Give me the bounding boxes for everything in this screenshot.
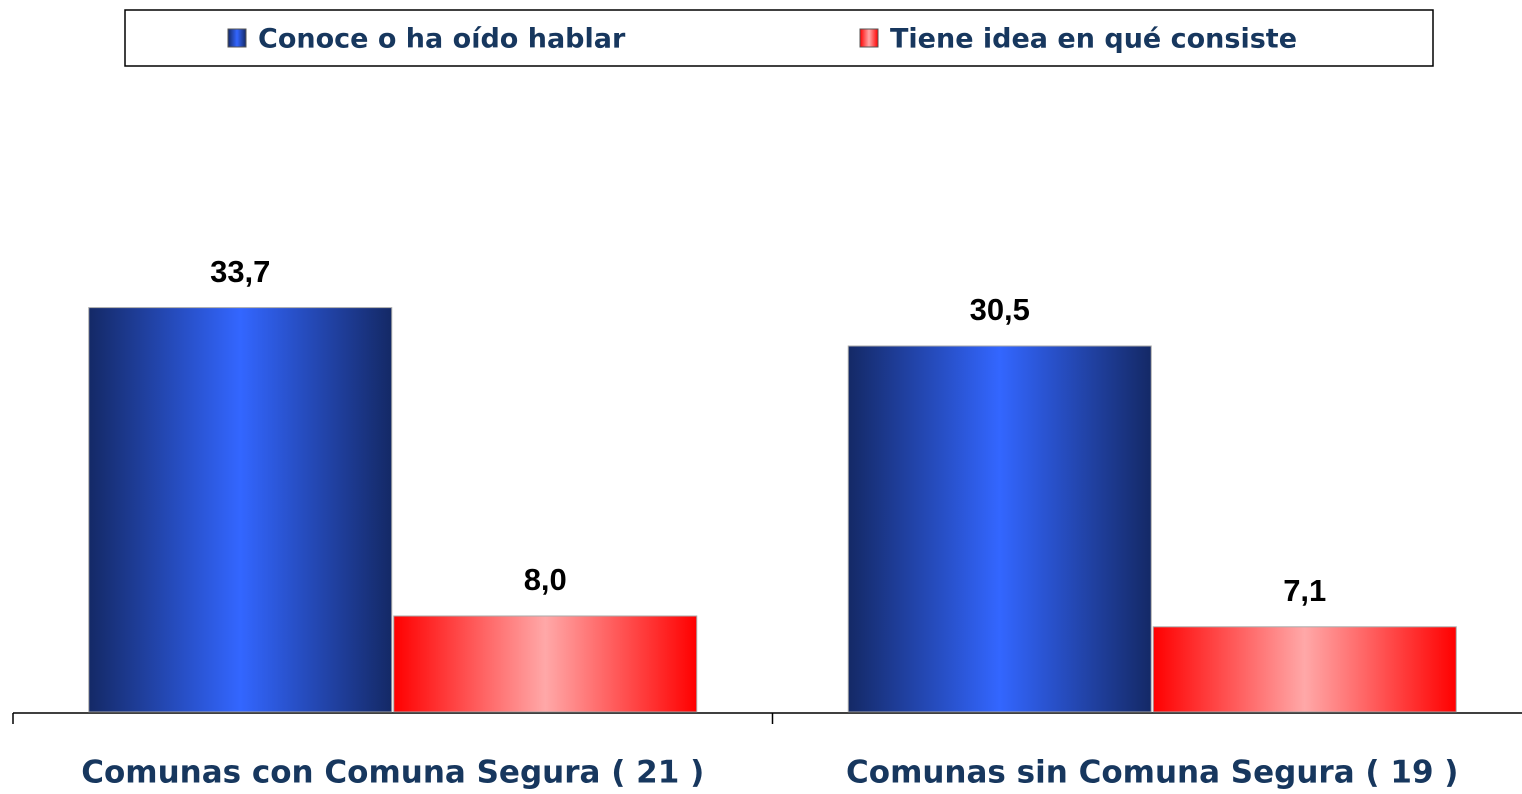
bar [393, 615, 698, 713]
x-tick-label: Comunas sin Comuna Segura ( 19 ) [846, 755, 1458, 791]
x-tick-label: Comunas con Comuna Segura ( 21 ) [81, 755, 704, 791]
value-label: 7,1 [1283, 573, 1326, 608]
bar [1152, 626, 1457, 713]
legend-label: Tiene idea en qué consiste [890, 24, 1297, 55]
value-label: 8,0 [524, 562, 567, 597]
value-label: 30,5 [970, 292, 1030, 327]
bar [847, 345, 1152, 713]
value-label: 33,7 [210, 254, 270, 289]
legend-swatch [859, 28, 879, 48]
legend-box [124, 9, 1434, 67]
legend-swatch [227, 28, 247, 48]
legend-label: Conoce o ha oído hablar [258, 24, 626, 55]
bar [88, 307, 393, 713]
